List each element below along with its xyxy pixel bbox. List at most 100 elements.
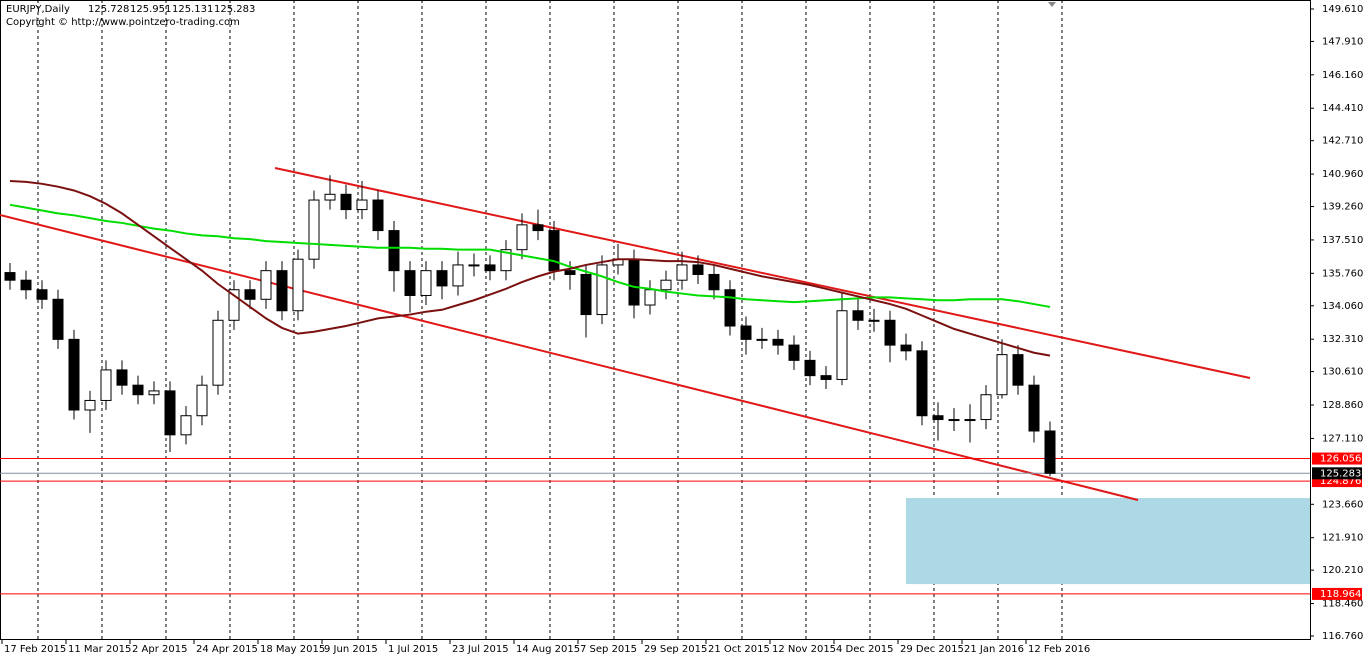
candle-body — [388, 230, 400, 272]
x-tick-label: 24 Apr 2015 — [196, 644, 258, 655]
candle-body — [516, 224, 528, 251]
y-tick-label: 121.910 — [1322, 533, 1363, 544]
x-tick-label: 9 Jun 2015 — [324, 644, 378, 655]
x-tick-label: 1 Jul 2015 — [388, 644, 438, 655]
candle-body — [740, 325, 752, 340]
candle-body — [820, 375, 832, 380]
ohlc-value: 125.283 — [214, 4, 255, 15]
y-tick-label: 135.760 — [1322, 268, 1363, 279]
candle-body — [228, 289, 240, 321]
x-tick-label: 12 Nov 2015 — [772, 644, 836, 655]
trendline-upper — [274, 167, 1251, 379]
candle-body — [900, 344, 912, 352]
y-tick-label: 147.910 — [1322, 36, 1363, 47]
y-tick-label: 139.260 — [1322, 202, 1363, 213]
candle-body — [788, 344, 800, 361]
x-tick-label: 21 Oct 2015 — [708, 644, 770, 655]
ohlc-value: 125.131 — [172, 4, 213, 15]
candle-body — [964, 419, 976, 422]
y-tick-label: 132.310 — [1322, 334, 1363, 345]
symbol: EURJPY,Daily — [6, 4, 70, 15]
candle-body — [260, 270, 272, 300]
candle-body — [84, 399, 96, 411]
ohlc-value: 125.951 — [130, 4, 171, 15]
candle-body — [372, 199, 384, 232]
y-tick-label: 134.060 — [1322, 301, 1363, 312]
candle-body — [132, 384, 144, 396]
x-tick-label: 14 Aug 2015 — [516, 644, 580, 655]
x-tick-label: 11 Mar 2015 — [68, 644, 131, 655]
y-tick-label: 130.610 — [1322, 367, 1363, 378]
y-tick-label: 116.760 — [1322, 631, 1363, 642]
candle-body — [20, 279, 32, 291]
moving-average — [9, 179, 1051, 357]
shift-marker — [1048, 2, 1056, 7]
candle-body — [932, 415, 944, 421]
x-tick-label: 29 Dec 2015 — [900, 644, 964, 655]
candle-body — [500, 249, 512, 272]
level-label: 124.876 — [1320, 476, 1361, 487]
candle-body — [836, 310, 848, 380]
candle-body — [564, 270, 576, 275]
x-tick-label: 23 Jul 2015 — [452, 644, 509, 655]
candle-body — [196, 384, 208, 417]
candle-body — [644, 289, 656, 306]
y-tick-label: 123.660 — [1322, 499, 1363, 510]
level-label-box — [1312, 587, 1362, 600]
candle-body — [36, 289, 48, 300]
moving-average — [9, 203, 1051, 308]
candle-body — [724, 289, 736, 327]
candle-body — [436, 270, 448, 287]
candle-body — [980, 394, 992, 421]
candle-body — [356, 199, 368, 211]
y-tick-label: 142.710 — [1322, 136, 1363, 147]
candle-body — [1012, 354, 1024, 386]
copyright: Copyright © http://www.pointzero-trading… — [6, 17, 240, 28]
y-tick-label: 144.410 — [1322, 103, 1363, 114]
candle-body — [484, 264, 496, 272]
x-tick-label: 4 Dec 2015 — [836, 644, 894, 655]
candle-body — [532, 224, 544, 232]
candle-body — [340, 193, 352, 211]
y-tick-label: 118.460 — [1322, 599, 1363, 610]
candle-body — [420, 270, 432, 296]
x-tick-label: 18 May 2015 — [260, 644, 325, 655]
candle-body — [244, 289, 256, 300]
candle-body — [276, 270, 288, 312]
x-tick-label: 12 Feb 2016 — [1028, 644, 1090, 655]
y-tick-label: 146.160 — [1322, 70, 1363, 81]
candle-body — [452, 264, 464, 287]
candle-body — [164, 390, 176, 436]
y-tick-label: 149.610 — [1322, 4, 1363, 15]
candle-body — [68, 338, 80, 411]
x-tick-label: 2 Apr 2015 — [132, 644, 187, 655]
candle-body — [404, 270, 416, 296]
price-label-box — [1312, 467, 1362, 480]
candle-body — [148, 390, 160, 396]
level-label: 126.056 — [1320, 454, 1361, 465]
target-zone — [906, 497, 1310, 585]
x-tick-label: 7 Sep 2015 — [580, 644, 637, 655]
candle-body — [596, 264, 608, 316]
candle-body — [4, 272, 16, 281]
candle-body — [868, 319, 880, 322]
candle-body — [756, 338, 768, 341]
candle-body — [580, 273, 592, 316]
y-tick-label: 120.210 — [1322, 565, 1363, 576]
candle-body — [996, 354, 1008, 396]
candle-body — [660, 279, 672, 291]
x-tick-label: 29 Sep 2015 — [644, 644, 707, 655]
y-tick-label: 140.960 — [1322, 169, 1363, 180]
candle-body — [708, 273, 720, 291]
candle-body — [676, 264, 688, 281]
candle-body — [1028, 384, 1040, 432]
candle-body — [916, 350, 928, 417]
candle-body — [948, 419, 960, 422]
candle-body — [884, 319, 896, 346]
candle-body — [772, 338, 784, 346]
candle-body — [308, 199, 320, 260]
candle-body — [804, 359, 816, 377]
candle-body — [180, 415, 192, 436]
y-tick-label: 137.510 — [1322, 235, 1363, 246]
candle-body — [1044, 430, 1056, 474]
